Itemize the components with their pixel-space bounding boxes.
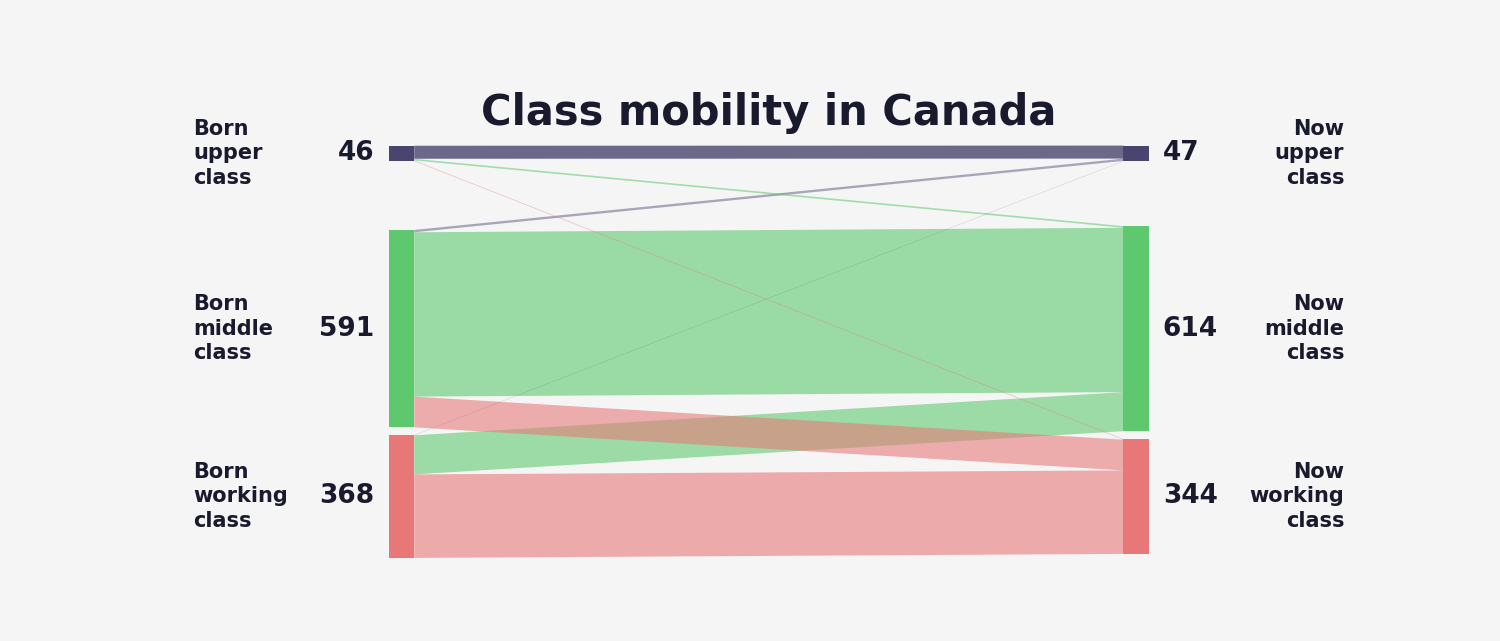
Polygon shape xyxy=(414,158,1124,232)
Text: Born
working
class: Born working class xyxy=(194,462,288,531)
Text: Class mobility in Canada: Class mobility in Canada xyxy=(482,92,1056,134)
Polygon shape xyxy=(414,470,1124,558)
Text: 614: 614 xyxy=(1162,315,1218,342)
Bar xyxy=(1124,439,1149,554)
Polygon shape xyxy=(414,228,1124,397)
Text: 368: 368 xyxy=(320,483,375,510)
Bar xyxy=(1124,226,1149,431)
Text: 46: 46 xyxy=(338,140,375,167)
Text: Born
middle
class: Born middle class xyxy=(194,294,273,363)
Bar xyxy=(1124,146,1149,162)
Text: 344: 344 xyxy=(1162,483,1218,510)
Bar xyxy=(388,146,414,161)
Text: Now
upper
class: Now upper class xyxy=(1275,119,1344,188)
Polygon shape xyxy=(414,146,1124,159)
Bar xyxy=(388,435,414,558)
Polygon shape xyxy=(414,161,1124,435)
Polygon shape xyxy=(414,160,1124,440)
Text: Now
middle
class: Now middle class xyxy=(1264,294,1344,363)
Polygon shape xyxy=(414,159,1124,228)
Polygon shape xyxy=(414,392,1124,474)
Bar xyxy=(388,230,414,428)
Text: 591: 591 xyxy=(320,315,375,342)
Text: Now
working
class: Now working class xyxy=(1250,462,1344,531)
Text: Born
upper
class: Born upper class xyxy=(194,119,262,188)
Polygon shape xyxy=(414,397,1124,470)
Text: 47: 47 xyxy=(1162,140,1200,167)
